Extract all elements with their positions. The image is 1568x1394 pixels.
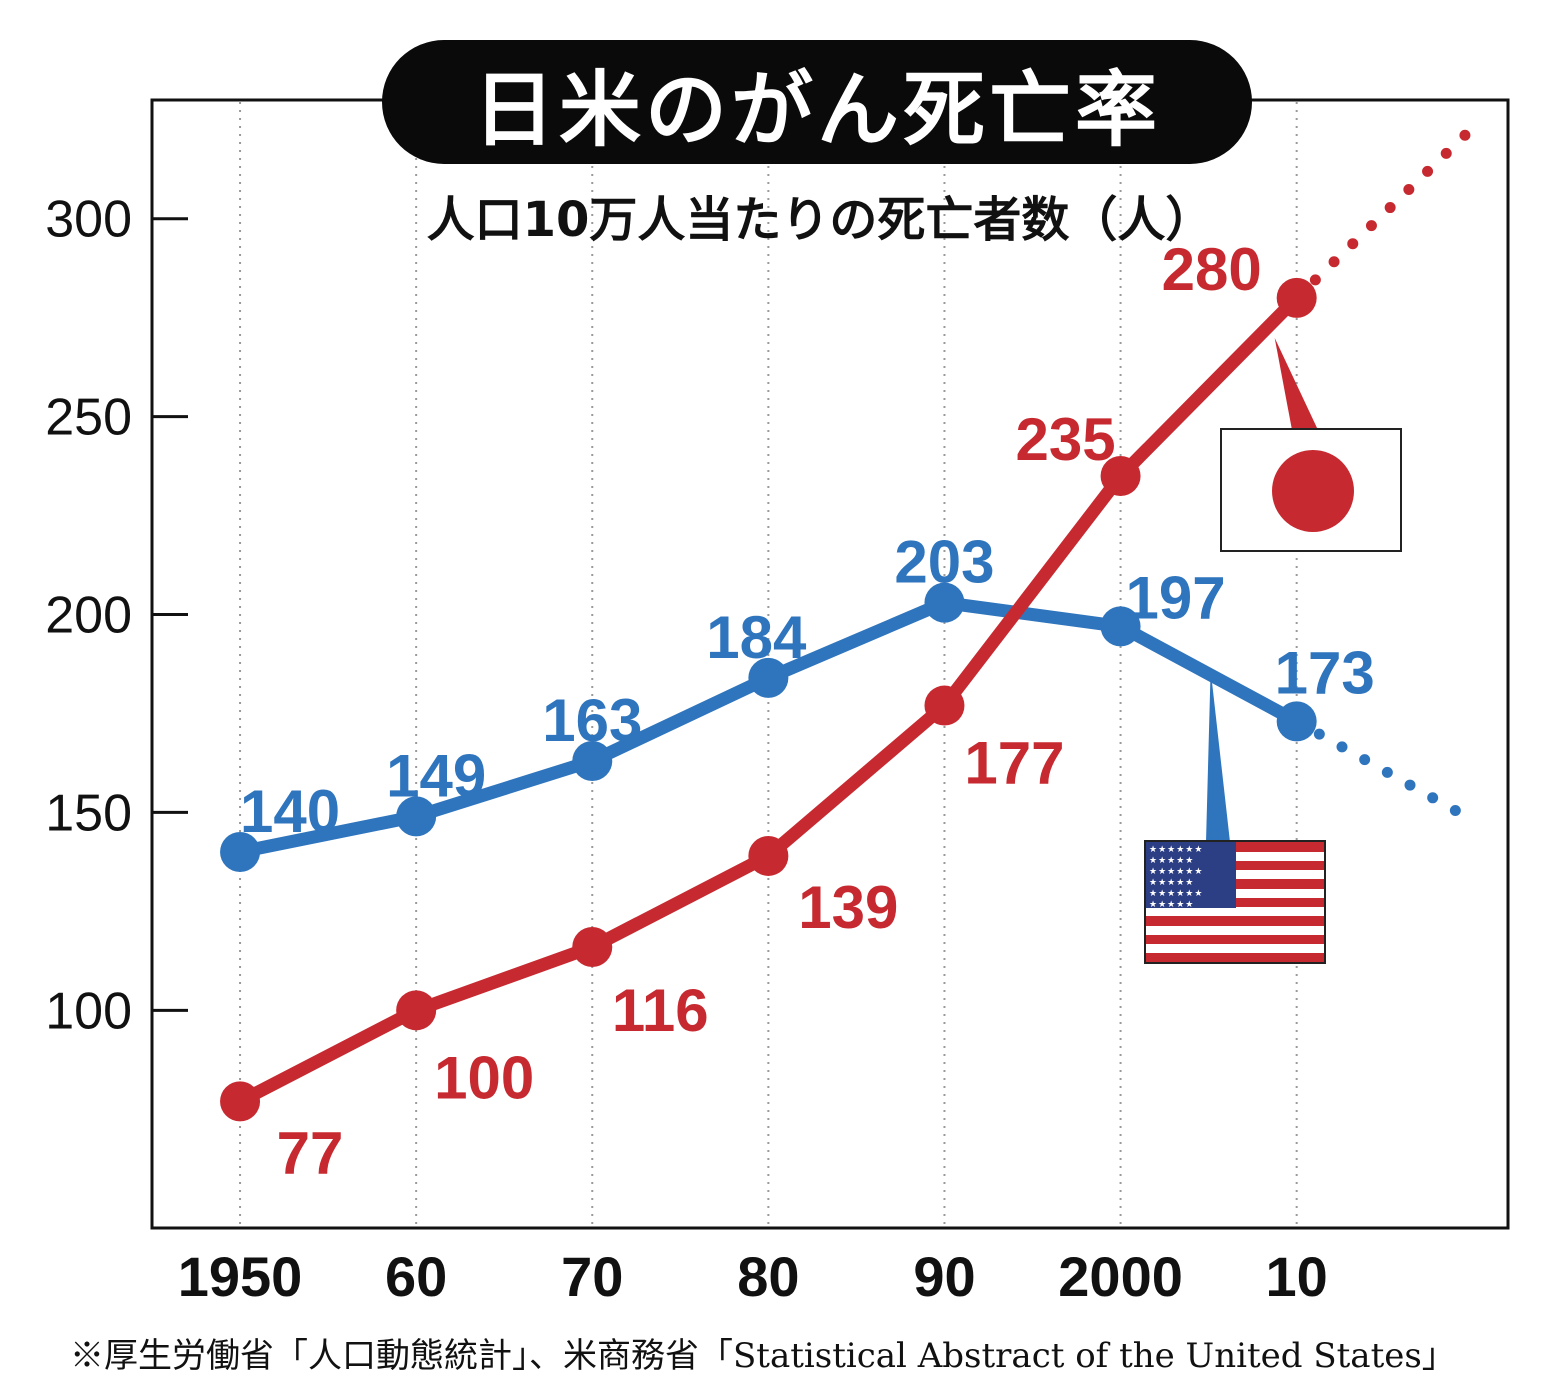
japan-data-point: [572, 926, 613, 967]
usa-flag-stripe: [1146, 934, 1324, 945]
data-labels: 140 149 163 184 203 197 173 77 100 116 139 177 235 28…: [240, 236, 1375, 1186]
usa-data-point: [220, 832, 261, 872]
y-tick-label: 250: [45, 389, 132, 447]
usa-data-point: [1276, 701, 1317, 742]
japan-data-point: [396, 990, 437, 1031]
usa-data-point: [924, 582, 965, 623]
usa-data-point: [396, 796, 437, 837]
japan-flag-pointer: [1274, 337, 1318, 430]
x-tick-label: 1950: [178, 1245, 303, 1308]
y-tick-label: 100: [45, 982, 132, 1040]
usa-data-label: 203: [894, 529, 994, 596]
x-tick-label: 10: [1266, 1245, 1328, 1308]
usa-data-point: [748, 657, 789, 698]
x-tick-label: 60: [385, 1245, 447, 1308]
usa-data-label: 184: [706, 604, 807, 671]
japan-flag-sun: [1272, 450, 1354, 532]
y-tick-label: 150: [45, 784, 132, 842]
japan-data-label: 100: [434, 1044, 534, 1111]
usa-flag-pointer: [1206, 669, 1230, 842]
x-tick-label: 70: [561, 1245, 623, 1308]
y-tick-label: 200: [45, 587, 132, 645]
japan-data-label: 280: [1162, 236, 1262, 303]
x-tick-label: 90: [913, 1245, 975, 1308]
usa-data-label: 140: [240, 778, 340, 845]
chart-title-badge: 日米のがん死亡率: [382, 40, 1252, 164]
japan-flag-icon: [1220, 428, 1402, 552]
usa-flag-stripe: [1146, 925, 1324, 935]
y-tick-label: 300: [45, 191, 132, 249]
y-axis: 100 150 200 250 300: [45, 191, 188, 1040]
usa-flag-icon: ★★★★★★ ★★★★★ ★★★★★★ ★★★★★ ★★★★★★ ★★★★★ ★…: [1144, 840, 1326, 964]
usa-data-point: [572, 740, 613, 781]
japan-data-label: 139: [798, 874, 898, 941]
japan-data-point: [1100, 456, 1141, 496]
japan-data-point: [748, 835, 789, 876]
usa-data-point: [1100, 606, 1141, 647]
x-axis: 1950 60 70 80 90 2000 10: [178, 1245, 1328, 1308]
japan-data-point: [1276, 277, 1317, 318]
japan-data-label: 177: [964, 730, 1064, 797]
japan-data-point: [220, 1081, 261, 1122]
series-lines: [220, 122, 1479, 1122]
japan-trend-line: [1291, 122, 1479, 304]
japan-data-label: 235: [1016, 406, 1116, 473]
chart-title: 日米のがん死亡率: [472, 62, 1161, 158]
usa-data-label: 173: [1275, 639, 1375, 706]
x-tick-label: 2000: [1058, 1245, 1183, 1308]
source-note: ※厚生労働省「人口動態統計」、米商務省「Statistical Abstract…: [70, 1336, 1456, 1376]
usa-flag-stripe: [1146, 952, 1324, 962]
japan-data-label: 116: [612, 977, 709, 1044]
chart-subtitle: 人口10万人当たりの死亡者数（人）: [426, 192, 1214, 248]
japan-series-line: [237, 293, 1302, 1108]
flag-pointers: [1206, 337, 1318, 842]
japan-data-point: [924, 685, 965, 726]
usa-flag-canton: ★★★★★★ ★★★★★ ★★★★★★ ★★★★★ ★★★★★★ ★★★★★ ★…: [1146, 842, 1236, 908]
usa-flag-stripe: [1146, 906, 1324, 917]
usa-trend-line: [1291, 715, 1479, 826]
usa-flag-stripe: [1146, 915, 1324, 926]
usa-data-label: 163: [542, 687, 642, 754]
usa-data-label: 149: [386, 742, 486, 809]
japan-data-label: 77: [277, 1119, 344, 1186]
usa-flag-stripe: [1146, 943, 1324, 954]
usa-data-label: 197: [1126, 564, 1226, 631]
x-tick-label: 80: [737, 1245, 799, 1308]
